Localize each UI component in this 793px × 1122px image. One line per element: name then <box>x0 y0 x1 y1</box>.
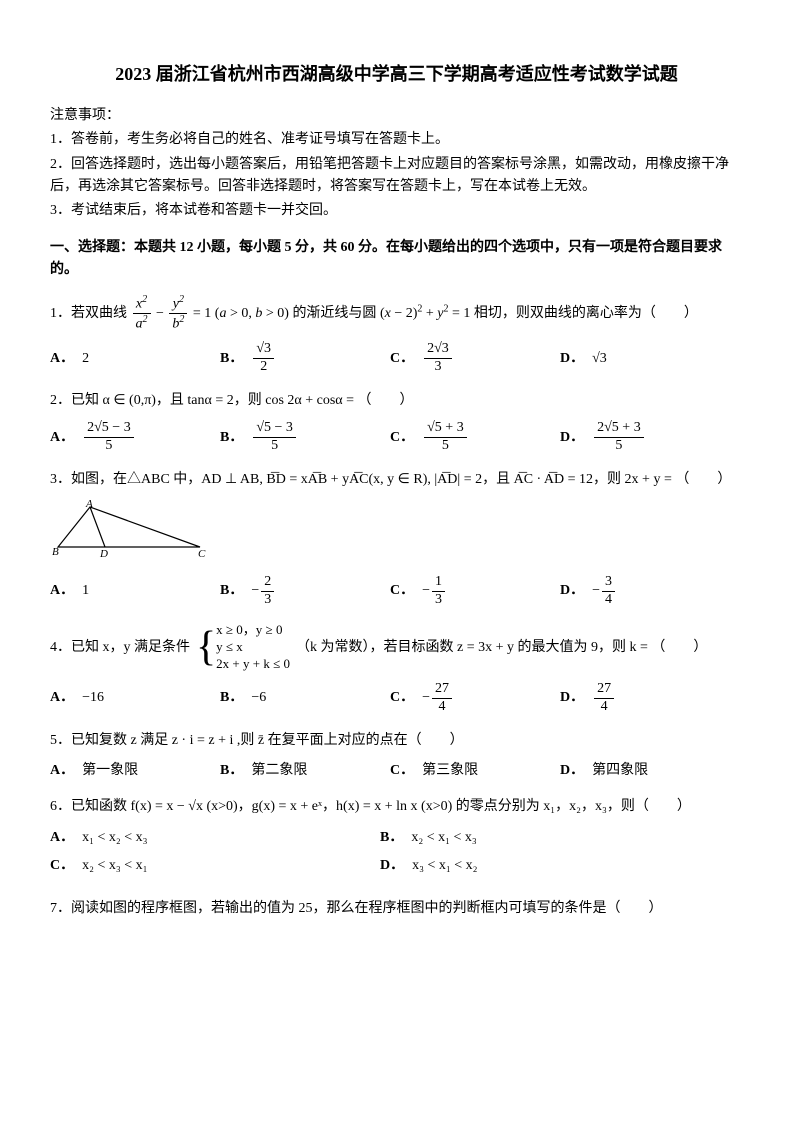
q1-option-c: C．2√33 <box>390 341 560 376</box>
svg-text:A: A <box>85 499 93 510</box>
q6-option-a: A．x₁ < x₂ < x₃ <box>50 827 380 849</box>
question-2-text: 2．已知 α ∈ (0,π)，且 tanα = 2，则 cos 2α + cos… <box>50 390 743 412</box>
q5-option-a: A．第一象限 <box>50 760 220 782</box>
q2-option-c: C．√5 + 35 <box>390 420 560 455</box>
q2-option-b: B．√5 − 35 <box>220 420 390 455</box>
q3-option-c: C．−13 <box>390 574 560 609</box>
svg-text:C: C <box>198 548 206 559</box>
question-3: 3．如图，在△ABC 中，AD ⊥ AB, B͞D = xA͞B + yA͞C(… <box>50 469 743 608</box>
question-1-text: 1．若双曲线 x2a2 − y2b2 = 1 (a > 0, b > 0) 的渐… <box>50 294 743 334</box>
q2-option-d: D．2√5 + 35 <box>560 420 730 455</box>
q2-option-a: A．2√5 − 35 <box>50 420 220 455</box>
question-1-options: A．2 B．√32 C．2√33 D．√3 <box>50 341 743 376</box>
question-2-options: A．2√5 − 35 B．√5 − 35 C．√5 + 35 D．2√5 + 3… <box>50 420 743 455</box>
q5-option-d: D．第四象限 <box>560 760 730 782</box>
question-4-text: 4．已知 x，y 满足条件 { x ≥ 0，y ≥ 0 y ≤ x 2x + y… <box>50 622 743 673</box>
question-2: 2．已知 α ∈ (0,π)，且 tanα = 2，则 cos 2α + cos… <box>50 390 743 455</box>
q4-prefix: 4．已知 x，y 满足条件 <box>50 637 190 659</box>
q3-triangle-figure: A B D C <box>50 499 743 567</box>
q1-option-b: B．√32 <box>220 341 390 376</box>
question-5: 5．已知复数 z 满足 z · i = z + i ,则 z̄ 在复平面上对应的… <box>50 730 743 783</box>
svg-text:D: D <box>99 548 108 559</box>
q4-option-d: D．274 <box>560 681 730 716</box>
question-1: 1．若双曲线 x2a2 − y2b2 = 1 (a > 0, b > 0) 的渐… <box>50 294 743 377</box>
question-7: 7．阅读如图的程序框图，若输出的值为 25，那么在程序框图中的判断框内可填写的条… <box>50 898 743 920</box>
q4-option-b: B．−6 <box>220 681 390 716</box>
svg-text:B: B <box>52 546 59 558</box>
q6-option-c: C．x₂ < x₃ < x₁ <box>50 855 380 877</box>
q6-option-d: D．x₃ < x₁ < x₂ <box>380 855 710 877</box>
instruction-line-2: 2．回答选择题时，选出每小题答案后，用铅笔把答题卡上对应题目的答案标号涂黑，如需… <box>50 154 743 199</box>
instructions-heading: 注意事项： <box>50 105 743 127</box>
question-3-options: A．1 B．−23 C．−13 D．−34 <box>50 574 743 609</box>
triangle-svg: A B D C <box>50 499 210 559</box>
q1-option-a: A．2 <box>50 341 220 376</box>
q5-option-b: B．第二象限 <box>220 760 390 782</box>
question-3-text: 3．如图，在△ABC 中，AD ⊥ AB, B͞D = xA͞B + yA͞C(… <box>50 469 743 491</box>
instruction-line-1: 1．答卷前，考生务必将自己的姓名、准考证号填写在答题卡上。 <box>50 129 743 151</box>
question-4-options: A．−16 B．−6 C．−274 D．274 <box>50 681 743 716</box>
question-4: 4．已知 x，y 满足条件 { x ≥ 0，y ≥ 0 y ≤ x 2x + y… <box>50 622 743 715</box>
instructions-block: 注意事项： 1．答卷前，考生务必将自己的姓名、准考证号填写在答题卡上。 2．回答… <box>50 105 743 223</box>
q6-option-b: B．x₂ < x₁ < x₃ <box>380 827 710 849</box>
q5-option-c: C．第三象限 <box>390 760 560 782</box>
question-6-options: A．x₁ < x₂ < x₃ B．x₂ < x₁ < x₃ C．x₂ < x₃ … <box>50 827 743 884</box>
q1-middle: 的渐近线与圆 <box>292 306 376 321</box>
question-5-options: A．第一象限 B．第二象限 C．第三象限 D．第四象限 <box>50 760 743 782</box>
question-6-text: 6．已知函数 f(x) = x − √x (x>0)，g(x) = x + eˣ… <box>50 796 743 818</box>
question-5-text: 5．已知复数 z 满足 z · i = z + i ,则 z̄ 在复平面上对应的… <box>50 730 743 752</box>
q3-option-b: B．−23 <box>220 574 390 609</box>
page-title: 2023 届浙江省杭州市西湖高级中学高三下学期高考适应性考试数学试题 <box>50 60 743 89</box>
q1-suffix: 相切，则双曲线的离心率为（ ） <box>474 306 698 321</box>
instruction-line-3: 3．考试结束后，将本试卷和答题卡一并交回。 <box>50 200 743 222</box>
q3-option-a: A．1 <box>50 574 220 609</box>
q4-middle: （k 为常数），若目标函数 z = 3x + y 的最大值为 9，则 k = （… <box>296 637 707 659</box>
q4-option-c: C．−274 <box>390 681 560 716</box>
q1-option-d: D．√3 <box>560 341 730 376</box>
q3-option-d: D．−34 <box>560 574 730 609</box>
q1-prefix: 1．若双曲线 <box>50 306 127 321</box>
section-1-heading: 一、选择题：本题共 12 小题，每小题 5 分，共 60 分。在每小题给出的四个… <box>50 237 743 282</box>
q4-option-a: A．−16 <box>50 681 220 716</box>
question-7-text: 7．阅读如图的程序框图，若输出的值为 25，那么在程序框图中的判断框内可填写的条… <box>50 898 743 920</box>
question-6: 6．已知函数 f(x) = x − √x (x>0)，g(x) = x + eˣ… <box>50 796 743 883</box>
